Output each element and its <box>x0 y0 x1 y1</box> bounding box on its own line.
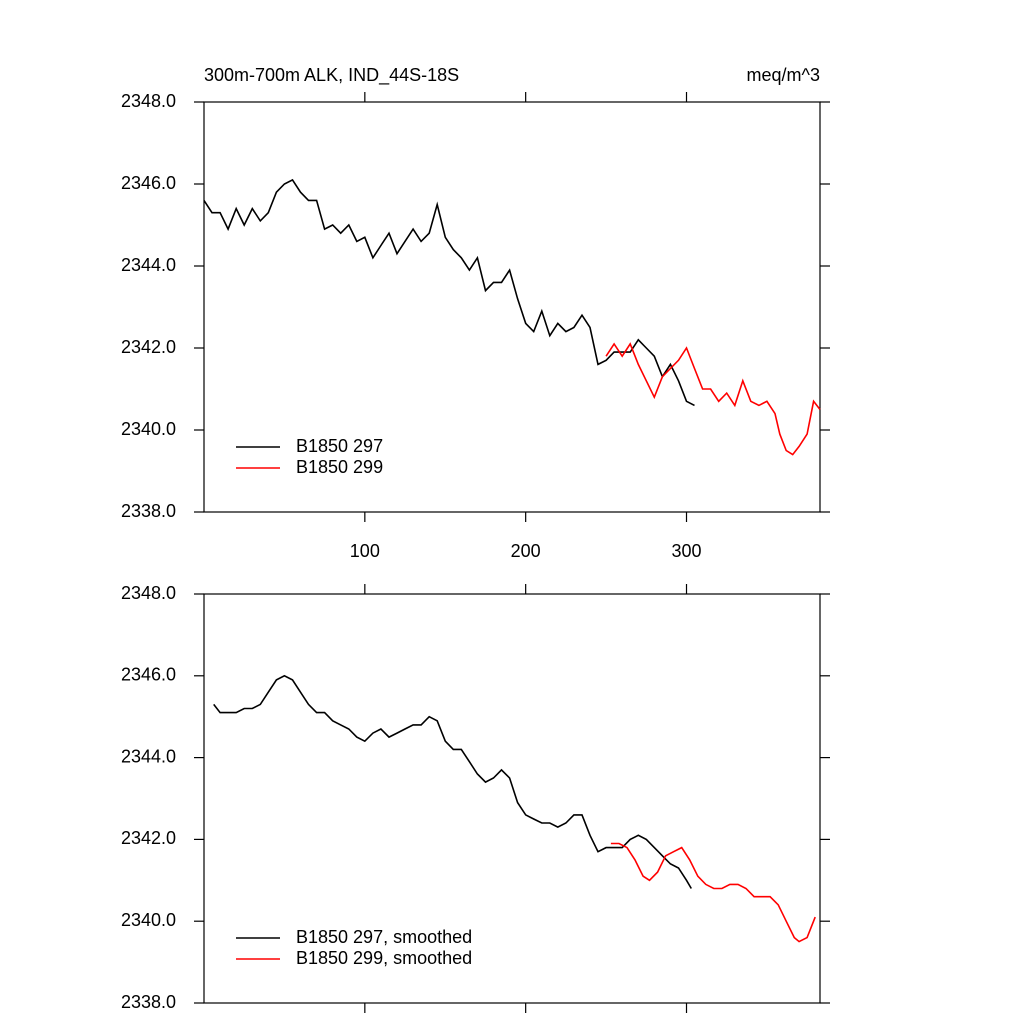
y-tick-label: 2340.0 <box>121 419 176 439</box>
plot-frame <box>203 593 821 1004</box>
plot-frame <box>203 101 821 513</box>
legend-label: B1850 297, smoothed <box>296 927 472 947</box>
y-tick-label: 2344.0 <box>121 255 176 275</box>
y-tick-label: 2342.0 <box>121 337 176 357</box>
legend-label: B1850 299, smoothed <box>296 948 472 968</box>
legend-label: B1850 297 <box>296 436 383 456</box>
x-tick-label: 200 <box>511 541 541 561</box>
data-line <box>213 674 692 889</box>
y-tick-label: 2348.0 <box>121 583 176 603</box>
y-tick-label: 2344.0 <box>121 746 176 766</box>
y-tick-label: 2338.0 <box>121 501 176 521</box>
y-tick-label: 2346.0 <box>121 173 176 193</box>
y-tick-label: 2342.0 <box>121 828 176 848</box>
data-line <box>605 342 821 456</box>
chart-title: 300m-700m ALK, IND_44S-18S <box>204 65 459 86</box>
y-tick-label: 2346.0 <box>121 665 176 685</box>
legend-label: B1850 299 <box>296 457 383 477</box>
y-tick-label: 2348.0 <box>121 91 176 111</box>
units-label: meq/m^3 <box>747 65 820 85</box>
y-tick-label: 2338.0 <box>121 992 176 1012</box>
x-tick-label: 300 <box>671 541 701 561</box>
data-line <box>610 842 816 943</box>
data-line <box>203 178 695 407</box>
x-tick-label: 100 <box>350 541 380 561</box>
y-tick-label: 2340.0 <box>121 910 176 930</box>
